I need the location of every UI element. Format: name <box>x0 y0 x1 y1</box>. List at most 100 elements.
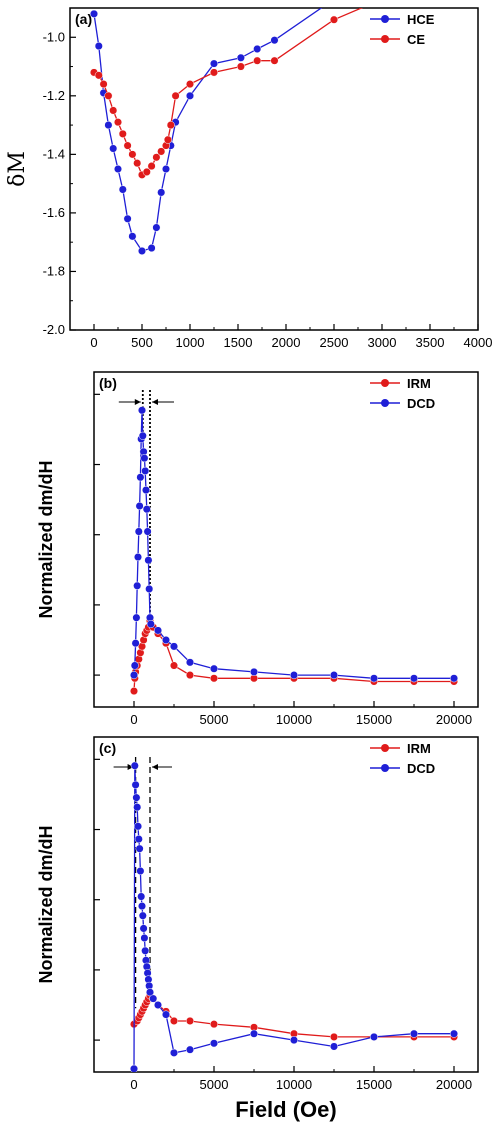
data-point-hce <box>123 214 132 223</box>
data-point-dcd <box>137 892 146 901</box>
plot-frame <box>93 736 479 1073</box>
x-tick-label: 3000 <box>368 335 397 350</box>
data-point-dcd <box>141 946 150 955</box>
data-point-dcd <box>137 902 147 911</box>
data-point-dcd <box>185 658 195 667</box>
data-point-ce <box>270 56 279 65</box>
x-tick-label: 3500 <box>416 335 445 350</box>
legend-marker-hce <box>381 15 389 23</box>
data-point-ce <box>142 167 151 176</box>
data-point-ce <box>104 91 113 100</box>
y-tick-label: -1.6 <box>43 205 65 220</box>
data-point-dcd <box>329 1042 339 1051</box>
data-point-dcd <box>138 911 147 920</box>
data-point-ce <box>157 147 166 156</box>
data-point-ce <box>152 153 161 162</box>
data-point-dcd <box>249 1029 259 1038</box>
panel-label: (a) <box>75 11 92 27</box>
data-point-hce <box>109 144 118 153</box>
data-point-irm <box>209 674 219 683</box>
x-axis-label: Field (Oe) <box>235 1097 336 1122</box>
x-tick-label: 20000 <box>436 1077 472 1092</box>
panel-label: (c) <box>99 740 116 756</box>
data-point-hce <box>89 9 99 18</box>
data-point-dcd <box>136 473 145 482</box>
data-point-dcd <box>138 431 147 440</box>
legend-marker-dcd <box>381 399 389 407</box>
data-point-dcd <box>133 581 142 590</box>
legend-marker-irm <box>381 379 389 387</box>
data-point-hce <box>330 0 338 3</box>
data-point-hce <box>161 164 171 174</box>
y-tick-label: -1.0 <box>43 29 65 44</box>
data-point-dcd <box>145 988 155 997</box>
y-tick-label: -1.4 <box>43 146 65 161</box>
y-axis-label: Normalized dm/dH <box>36 460 56 618</box>
data-point-hce <box>104 121 113 130</box>
data-point-irm <box>169 661 179 670</box>
data-point-hce <box>209 59 219 68</box>
data-point-hce <box>118 185 127 194</box>
y-tick-label: -1.8 <box>43 263 65 278</box>
data-point-dcd <box>449 1029 459 1038</box>
data-point-ce <box>378 0 386 3</box>
x-tick-label: 4000 <box>464 335 493 350</box>
arrow-left-head <box>127 764 134 770</box>
legend-label-ce: CE <box>407 32 425 47</box>
data-point-dcd <box>140 933 149 943</box>
x-tick-label: 10000 <box>276 1077 312 1092</box>
legend-label-irm: IRM <box>407 376 431 391</box>
data-point-dcd <box>449 674 459 683</box>
data-point-dcd <box>129 1064 139 1072</box>
legend-marker-irm <box>381 744 389 752</box>
data-point-ce <box>133 159 142 168</box>
plot-frame <box>93 371 479 708</box>
data-point-hce <box>113 164 123 174</box>
data-point-hce <box>137 246 147 256</box>
y-tick-label: -2.0 <box>43 322 65 337</box>
data-point-ce <box>109 106 118 115</box>
data-point-ce <box>185 80 195 89</box>
data-point-dcd <box>289 1036 299 1045</box>
y-axis-label: δM <box>5 151 30 187</box>
data-point-dcd <box>129 671 139 680</box>
data-point-dcd <box>131 780 140 789</box>
legend-label-dcd: DCD <box>407 396 435 411</box>
data-point-hce <box>270 36 279 45</box>
x-tick-label: 1000 <box>176 335 205 350</box>
data-point-dcd <box>146 619 155 629</box>
data-point-dcd <box>369 1032 379 1041</box>
data-point-dcd <box>409 674 419 683</box>
data-point-hce <box>128 232 137 241</box>
data-point-irm <box>185 1016 195 1026</box>
data-point-ce <box>123 141 132 150</box>
arrow-right-head <box>152 764 158 770</box>
data-point-hce <box>157 188 166 197</box>
data-point-dcd <box>142 505 151 514</box>
plot-area <box>129 761 459 1072</box>
data-point-dcd <box>133 552 143 562</box>
x-tick-label: 2500 <box>320 335 349 350</box>
plot-frame <box>69 7 479 331</box>
data-point-dcd <box>130 761 139 770</box>
data-point-dcd <box>145 584 154 594</box>
data-point-dcd <box>134 835 143 844</box>
data-point-ce <box>163 135 172 144</box>
data-point-ce <box>128 150 137 159</box>
data-point-ce <box>166 121 175 130</box>
legend-label-dcd: DCD <box>407 761 435 776</box>
data-point-ce <box>329 15 339 24</box>
data-point-hce <box>236 53 245 62</box>
legend-label-irm: IRM <box>407 741 431 756</box>
data-point-ce <box>94 71 103 80</box>
y-axis-label: Normalized dm/dH <box>36 825 56 983</box>
x-tick-label: 15000 <box>356 712 392 727</box>
series-line-dcd <box>133 765 454 1069</box>
x-tick-label: 5000 <box>200 712 229 727</box>
data-point-hce <box>152 223 161 232</box>
data-point-dcd <box>135 844 144 853</box>
data-point-hce <box>94 42 103 51</box>
data-point-irm <box>209 1020 219 1029</box>
x-tick-label: 5000 <box>200 1077 229 1092</box>
